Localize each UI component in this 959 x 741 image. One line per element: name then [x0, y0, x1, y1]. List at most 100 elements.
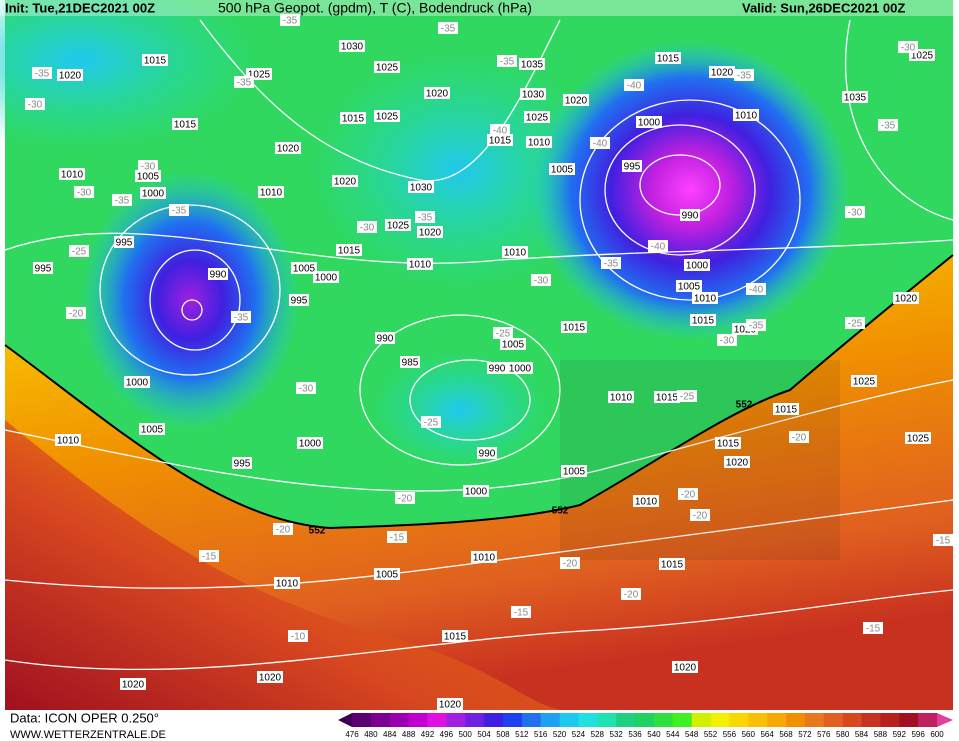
colorbar-label: 572 [798, 730, 812, 739]
map [0, 0, 954, 710]
isobar-label-box [313, 271, 339, 283]
colorbar-label: 532 [610, 730, 624, 739]
temperature-label-box [280, 14, 300, 26]
colorbar-box [804, 713, 825, 727]
isobar-label: 1010 [260, 188, 283, 199]
temperature-label-box [621, 588, 641, 600]
isobar-label-box [400, 356, 420, 368]
isobar-label: 1025 [248, 70, 271, 81]
temperature-label-box [296, 382, 316, 394]
isobar-label: 1020 [59, 71, 82, 82]
isobar-label-box [291, 262, 317, 274]
isobar-label: 1020 [419, 228, 442, 239]
colorbar-label: 508 [496, 730, 510, 739]
isobar-label-box [690, 314, 716, 326]
isobar-label-box [477, 447, 497, 459]
isobar-label-box [526, 136, 552, 148]
isobar-label: 985 [402, 358, 419, 369]
temperature-label: -20 [398, 494, 413, 505]
isobar-label-box [561, 465, 587, 477]
temperature-label-box [74, 186, 94, 198]
colorbar-label: 520 [553, 730, 567, 739]
isobar-label-box [135, 170, 161, 182]
isobar-label: 1035 [844, 93, 867, 104]
temperature-label-box [199, 550, 219, 562]
isobar-label: 1020 [277, 144, 300, 155]
colorbar-end [937, 713, 953, 727]
isobar-label: 1025 [376, 112, 399, 123]
isobar-label: 1005 [137, 172, 160, 183]
temperature-label: -25 [680, 392, 695, 403]
colorbar-label: 524 [572, 730, 586, 739]
isobar-label-box [437, 698, 463, 710]
colorbar-label: 480 [364, 730, 378, 739]
valid-time: Valid: Sun,26DEC2021 00Z [742, 0, 905, 15]
temperature-label: -25 [496, 329, 511, 340]
temperature-label-box [789, 431, 809, 443]
temperature-label: -25 [424, 418, 439, 429]
colorbar-label: 600 [930, 730, 944, 739]
temperature-label-box [734, 69, 754, 81]
isobar-label-box [297, 437, 323, 449]
temperature-label-box [438, 22, 458, 34]
colorbar-box [484, 713, 504, 727]
isobar-label: 1030 [522, 90, 545, 101]
temperature-label: -35 [441, 24, 456, 35]
isobar-label: 1020 [674, 663, 697, 674]
temperature-label-box [531, 274, 551, 286]
isobar-label: 1020 [122, 680, 145, 691]
temperature-label-box [717, 334, 737, 346]
temperature-label: -30 [720, 336, 735, 347]
isobar-label-box [519, 58, 545, 70]
isobar-label-box [274, 577, 300, 589]
colorbar-label: 540 [647, 730, 661, 739]
warm-area [5, 420, 560, 710]
isobar-label: 1010 [473, 553, 496, 564]
colorbar-label: 576 [817, 730, 831, 739]
isobar-label-box [57, 69, 83, 81]
temperature-label-box [624, 79, 644, 91]
temperature-label: -20 [276, 525, 291, 536]
colorbar-box [635, 713, 655, 727]
temperature-label-box [32, 67, 52, 79]
isobar-label-box [208, 268, 228, 280]
isobar-label: 1000 [686, 261, 709, 272]
temperature-label: -40 [593, 139, 608, 150]
isobar-label-box [339, 40, 365, 52]
temperature-label: -30 [141, 162, 156, 173]
colorbar-box [861, 713, 881, 727]
temperature-label: -15 [390, 533, 405, 544]
temperature-label-box [415, 211, 435, 223]
temperature-label-box [25, 98, 45, 110]
map-labels: 1015 1030 1025 1020 1025 1035 1015 1020 1025 1030… [25, 14, 953, 711]
colorbar-box [578, 713, 598, 727]
isobar-label: 1010 [635, 497, 658, 508]
isobar-label: 1025 [387, 221, 410, 232]
isobar-label-box [442, 630, 468, 642]
isobar-label-box [500, 338, 526, 350]
isobar-label: 1000 [509, 364, 532, 375]
website: WWW.WETTERZENTRALE.DE [10, 729, 166, 741]
isobar-label: 1010 [735, 111, 758, 122]
temperature-label-box [490, 124, 510, 136]
isobar-label-box [257, 671, 283, 683]
colorbar-label: 492 [421, 730, 435, 739]
colorbar-box [880, 713, 900, 727]
isobar-label-box [636, 116, 662, 128]
temperature-label: -35 [172, 206, 187, 217]
temperature-label-box [878, 119, 898, 131]
isobar-label: 1005 [376, 570, 399, 581]
colorbar-label: 556 [723, 730, 737, 739]
isobar-label-box [59, 168, 85, 180]
temperature-label-box [234, 76, 254, 88]
temperature-label: -20 [563, 559, 578, 570]
isobar-label-box [340, 112, 366, 124]
isobar-label-box [549, 163, 575, 175]
isobar-label-box [692, 292, 718, 304]
isobar-label-box [842, 91, 868, 103]
temperature-label-box [746, 319, 766, 331]
colorbar-box [899, 713, 919, 727]
isobar-label-box [142, 54, 168, 66]
colorbar-label: 552 [704, 730, 718, 739]
isobar-label: 1000 [142, 189, 165, 200]
